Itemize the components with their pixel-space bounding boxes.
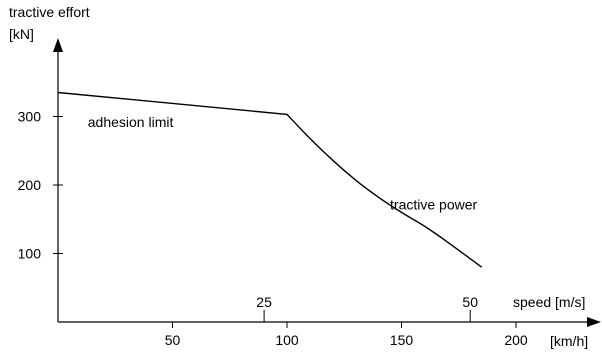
x-axis-arrow — [587, 317, 601, 327]
annotation-1: tractive power — [390, 197, 477, 213]
secondary-x-axis-label: speed [m/s] — [513, 294, 585, 310]
series-line-0 — [57, 91, 483, 268]
x-tick-label-100: 100 — [275, 332, 299, 348]
x-axis-unit-label: [km/h] — [550, 333, 588, 349]
y-tick-label-300: 300 — [18, 109, 42, 125]
y-axis-label-line1: tractive effort — [9, 4, 90, 20]
x2-tick-label-50: 50 — [462, 294, 478, 310]
x-tick-label-50: 50 — [165, 332, 181, 348]
annotation-0: adhesion limit — [88, 114, 174, 130]
y-axis-label-line2: [kN] — [9, 26, 34, 42]
annotation-group: adhesion limit tractive power — [88, 114, 478, 213]
y-axis-arrow — [53, 38, 63, 52]
y-tick-label-100: 100 — [18, 246, 42, 262]
x-tick-label-200: 200 — [504, 332, 528, 348]
x2-tick-label-25: 25 — [256, 294, 272, 310]
series-group — [57, 91, 483, 268]
y-tick-label-200: 200 — [18, 177, 42, 193]
tick-group: 50 100 150 200 25 50 100 200 300 — [18, 109, 528, 349]
x-tick-label-150: 150 — [390, 332, 414, 348]
